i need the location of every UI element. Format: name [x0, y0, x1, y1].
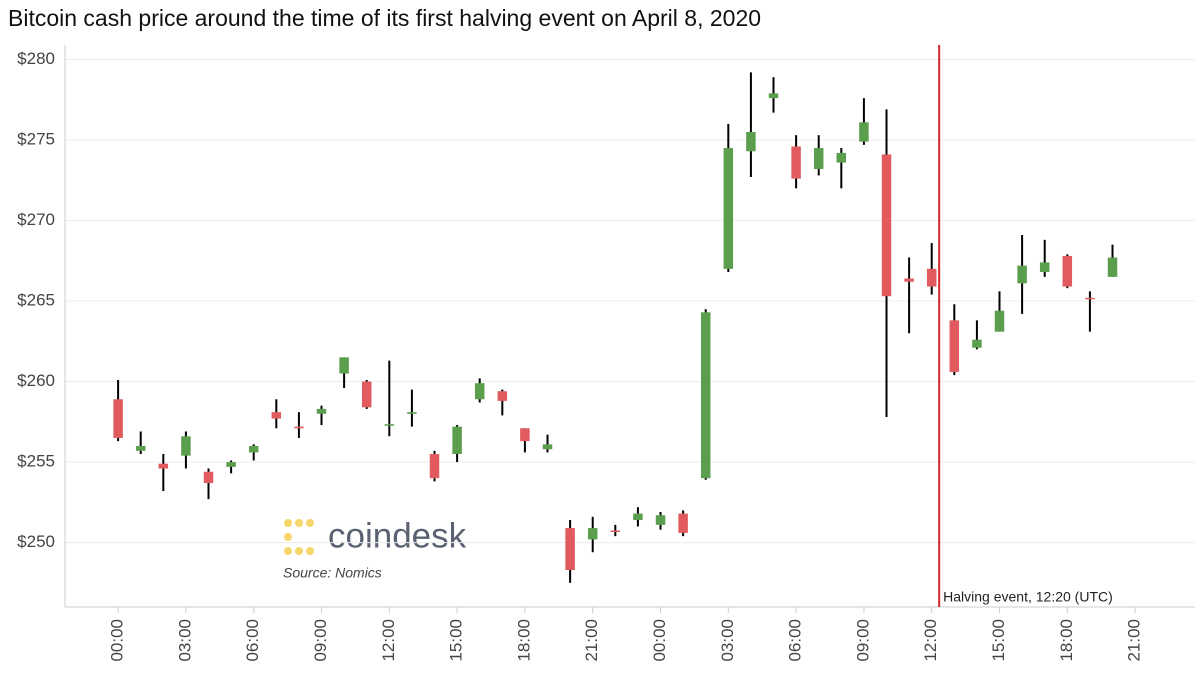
x-tick-label: 09:00 — [853, 619, 872, 662]
candle-body — [926, 268, 937, 287]
candle-body — [226, 462, 236, 467]
candle-body — [429, 454, 440, 479]
candle-body — [407, 412, 417, 414]
candle-body — [587, 528, 598, 540]
x-tick-label: 21:00 — [1125, 619, 1144, 662]
candle-body — [791, 146, 801, 179]
x-tick-label: 06:00 — [786, 619, 805, 662]
candle-body — [474, 383, 485, 400]
candle-body — [655, 515, 666, 525]
candle-body — [248, 445, 259, 453]
candle-body — [813, 148, 824, 169]
candle-body — [158, 463, 169, 469]
x-tick-label: 03:00 — [718, 619, 737, 662]
candle-body — [1107, 257, 1118, 277]
x-tick-label: 06:00 — [243, 619, 262, 662]
candle-body — [904, 278, 914, 282]
candle-body — [1085, 297, 1095, 300]
chart-title: Bitcoin cash price around the time of it… — [8, 5, 761, 31]
candle-body — [859, 122, 869, 142]
watermark-logo — [284, 519, 316, 555]
source: Source: Nomics — [283, 565, 382, 581]
candle-body — [361, 381, 372, 408]
candle-body — [768, 93, 779, 99]
y-tick-label: $275 — [17, 129, 55, 148]
candle-body — [610, 530, 621, 533]
x-tick-label: 15:00 — [447, 619, 466, 662]
candle-body — [1039, 262, 1050, 273]
watermark: coindesk — [328, 516, 467, 555]
candle-body — [836, 152, 847, 163]
x-tick-label: 18:00 — [514, 619, 533, 662]
x-tick-label: 09:00 — [311, 619, 330, 662]
candle-body — [949, 320, 960, 372]
candle-body — [520, 428, 530, 442]
candle-body — [723, 148, 734, 269]
x-tick-label: 12:00 — [921, 619, 940, 662]
x-tick-label: 15:00 — [989, 619, 1008, 662]
annotation: Halving event, 12:20 (UTC) — [943, 589, 1113, 605]
y-tick-label: $255 — [17, 452, 55, 471]
candle-body — [1017, 265, 1027, 284]
x-tick-label: 18:00 — [1057, 619, 1076, 662]
candle-body — [294, 426, 304, 429]
candle-body — [994, 310, 1005, 332]
candle-body — [339, 357, 349, 374]
x-tick-label: 00:00 — [650, 619, 669, 662]
x-tick-label: 12:00 — [379, 619, 398, 662]
candle-body — [700, 312, 711, 479]
candle-body — [633, 513, 643, 521]
y-tick-label: $265 — [17, 291, 55, 310]
candle-body — [497, 391, 508, 401]
x-tick-label: 03:00 — [175, 619, 194, 662]
candle-body — [271, 412, 282, 419]
candle-body — [542, 444, 553, 450]
candle-body — [203, 471, 214, 484]
candle-body — [972, 339, 982, 348]
candle-body — [113, 399, 123, 438]
candle-body — [316, 408, 327, 414]
candle-body — [1062, 255, 1073, 287]
candle-body — [181, 436, 191, 456]
y-tick-label: $280 — [17, 49, 55, 68]
candle-body — [746, 131, 756, 152]
candle-body — [881, 154, 892, 297]
candle-body — [135, 445, 146, 451]
y-tick-label: $270 — [17, 210, 55, 229]
candle-body — [565, 528, 575, 570]
y-tick-label: $260 — [17, 371, 55, 390]
y-tick-label: $250 — [17, 532, 55, 551]
x-tick-label: 21:00 — [582, 619, 601, 662]
candle-body — [384, 424, 395, 426]
x-tick-label: 00:00 — [108, 619, 127, 662]
candle-body — [452, 426, 462, 455]
candle-body — [678, 513, 688, 533]
